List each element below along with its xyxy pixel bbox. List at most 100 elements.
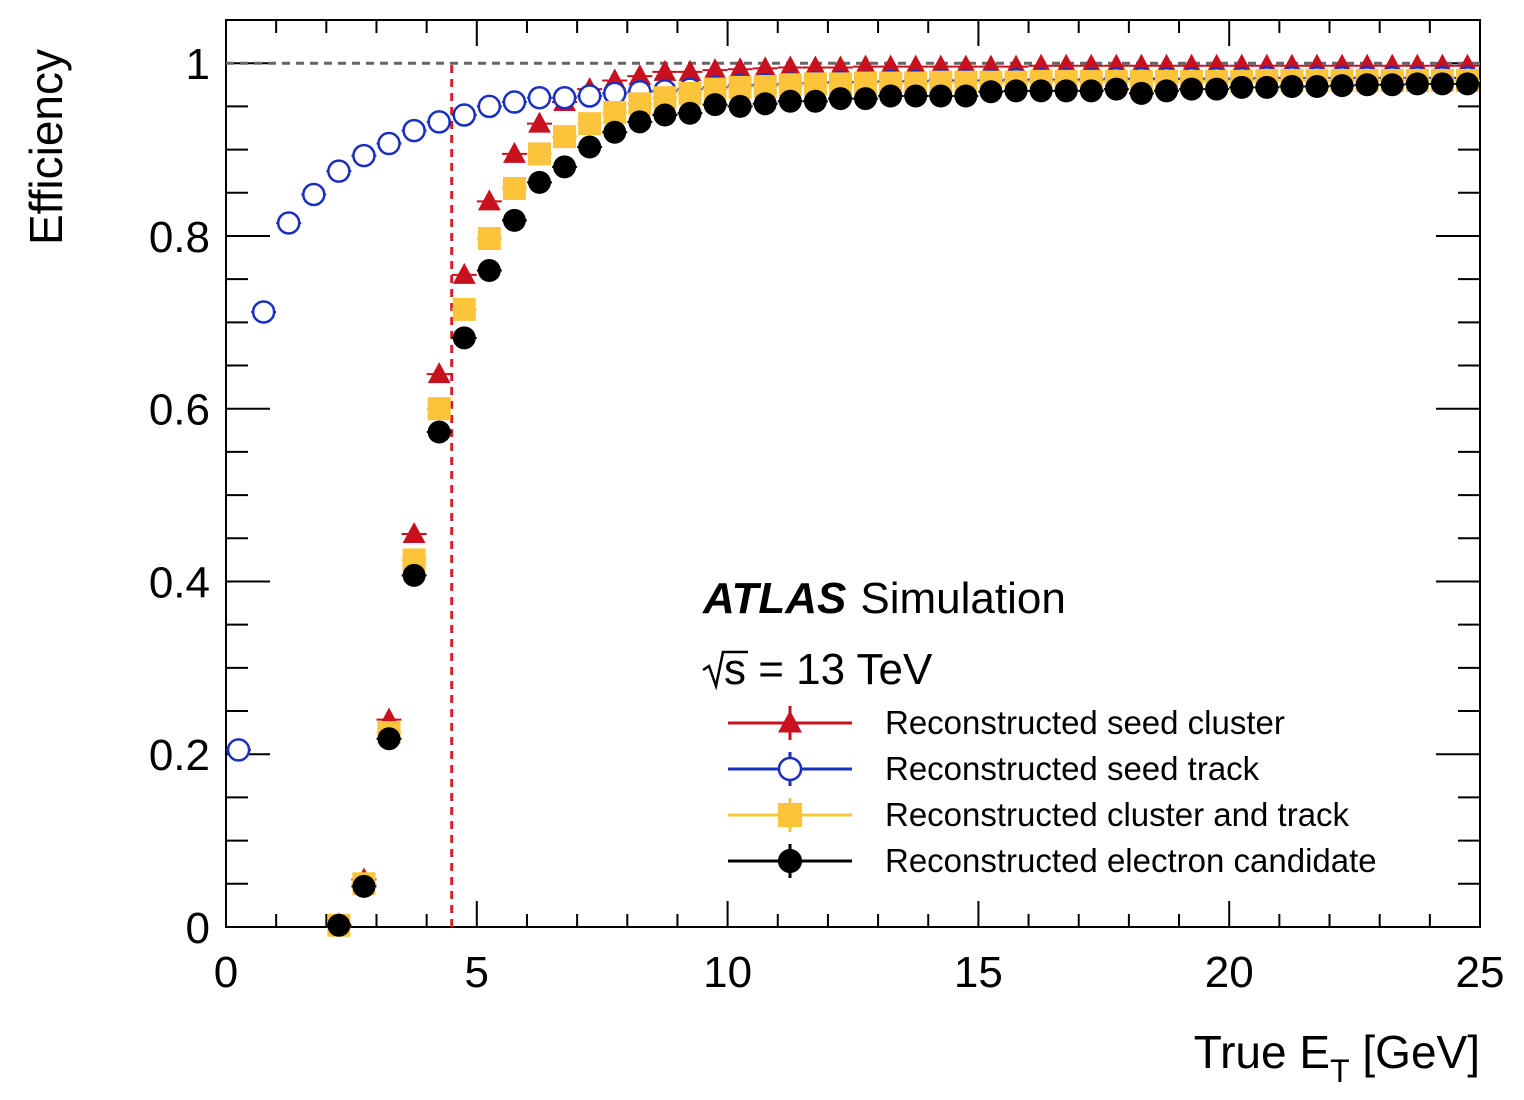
data-point xyxy=(427,362,451,384)
data-point xyxy=(427,420,451,444)
data-point xyxy=(778,55,802,77)
data-point xyxy=(653,86,677,110)
data-point xyxy=(753,56,777,78)
y-tick-label: 0.8 xyxy=(149,213,210,262)
data-point xyxy=(452,103,477,127)
x-tick-label: 0 xyxy=(214,948,238,997)
data-point xyxy=(377,727,401,751)
data-point xyxy=(553,155,577,179)
data-point xyxy=(929,84,953,108)
legend-label: Reconstructed electron candidate xyxy=(885,842,1377,879)
data-point xyxy=(1305,75,1329,99)
data-point xyxy=(578,112,602,136)
data-point xyxy=(954,84,978,108)
x-axis-title-sub: T xyxy=(1330,1053,1350,1089)
data-point xyxy=(1405,72,1429,96)
legend: Reconstructed seed cluster Reconstructed … xyxy=(728,704,1377,879)
data-point xyxy=(1380,73,1404,97)
legend-label: Reconstructed seed cluster xyxy=(885,704,1285,741)
data-point xyxy=(854,87,878,111)
x-axis-title-main: True E xyxy=(1194,1026,1330,1078)
data-point xyxy=(653,103,677,127)
data-point xyxy=(1205,77,1229,101)
data-point xyxy=(352,143,376,168)
data-point xyxy=(427,397,451,421)
data-point xyxy=(703,58,727,80)
data-point xyxy=(1430,72,1454,96)
data-point xyxy=(728,57,752,79)
legend-entry-electron: Reconstructed electron candidate xyxy=(728,842,1377,879)
data-point xyxy=(628,110,652,134)
data-point xyxy=(577,84,602,108)
data-point xyxy=(703,93,727,117)
data-point xyxy=(1230,75,1254,99)
data-point xyxy=(753,92,777,116)
atlas-simulation-label: Simulation xyxy=(860,574,1065,623)
y-tick-label: 0.4 xyxy=(149,558,210,607)
energy-sqrt-arg: s xyxy=(724,645,746,694)
data-point xyxy=(1180,77,1204,101)
sqrt-symbol xyxy=(702,650,748,691)
x-axis-title: True ET [GeV] xyxy=(1194,1026,1480,1089)
data-point xyxy=(879,84,903,108)
data-point xyxy=(602,81,627,106)
legend-entry-seed_track: Reconstructed seed track xyxy=(728,750,1260,787)
data-point xyxy=(528,170,551,194)
data-point xyxy=(552,85,577,110)
data-point xyxy=(854,54,877,76)
x-tick-label: 15 xyxy=(954,948,1003,997)
data-point xyxy=(452,262,476,284)
data-point xyxy=(653,59,677,81)
data-point xyxy=(477,94,502,119)
data-point xyxy=(502,208,526,232)
data-point xyxy=(352,874,376,898)
data-point xyxy=(678,101,702,125)
x-axis-title-unit: [GeV] xyxy=(1350,1026,1480,1078)
data-point xyxy=(628,64,652,86)
data-point xyxy=(452,326,476,350)
legend-entry-seed_cluster: Reconstructed seed cluster xyxy=(728,704,1285,741)
data-point xyxy=(1079,79,1103,103)
data-point xyxy=(452,297,476,321)
data-point xyxy=(778,89,802,113)
legend-marker xyxy=(778,710,802,733)
y-axis-title: Efficiency xyxy=(20,49,72,245)
data-point xyxy=(603,120,627,144)
data-point xyxy=(1155,79,1178,103)
y-tick-label: 0 xyxy=(186,904,210,953)
data-point xyxy=(829,55,852,77)
data-point xyxy=(1355,73,1379,97)
data-point xyxy=(879,54,903,76)
y-tick-label: 0.6 xyxy=(149,386,210,435)
data-point xyxy=(678,59,702,81)
series-electron xyxy=(326,72,1480,937)
data-point xyxy=(502,176,526,200)
data-point xyxy=(302,182,326,207)
data-point xyxy=(728,75,752,99)
data-point xyxy=(803,55,827,77)
data-point xyxy=(377,131,401,156)
data-point xyxy=(1054,79,1078,103)
legend-label: Reconstructed cluster and track xyxy=(885,796,1350,833)
data-point xyxy=(528,111,551,133)
data-point xyxy=(828,87,852,111)
energy-value: = 13 TeV xyxy=(746,645,933,694)
data-point xyxy=(477,189,501,211)
data-point xyxy=(1029,79,1053,103)
data-point xyxy=(503,141,526,163)
data-point xyxy=(728,94,752,118)
data-point xyxy=(1330,74,1354,98)
data-point xyxy=(553,125,577,149)
energy-label: s = 13 TeV xyxy=(702,645,933,694)
x-tick-label: 5 xyxy=(465,948,489,997)
data-point xyxy=(477,259,501,283)
data-point xyxy=(502,90,527,114)
data-point xyxy=(778,73,802,97)
data-point xyxy=(1129,81,1153,105)
data-point xyxy=(251,300,276,324)
data-point xyxy=(904,54,928,76)
x-tick-label: 10 xyxy=(703,948,752,997)
y-tick-label: 0.2 xyxy=(149,731,210,780)
axis-ticks xyxy=(225,19,1481,928)
